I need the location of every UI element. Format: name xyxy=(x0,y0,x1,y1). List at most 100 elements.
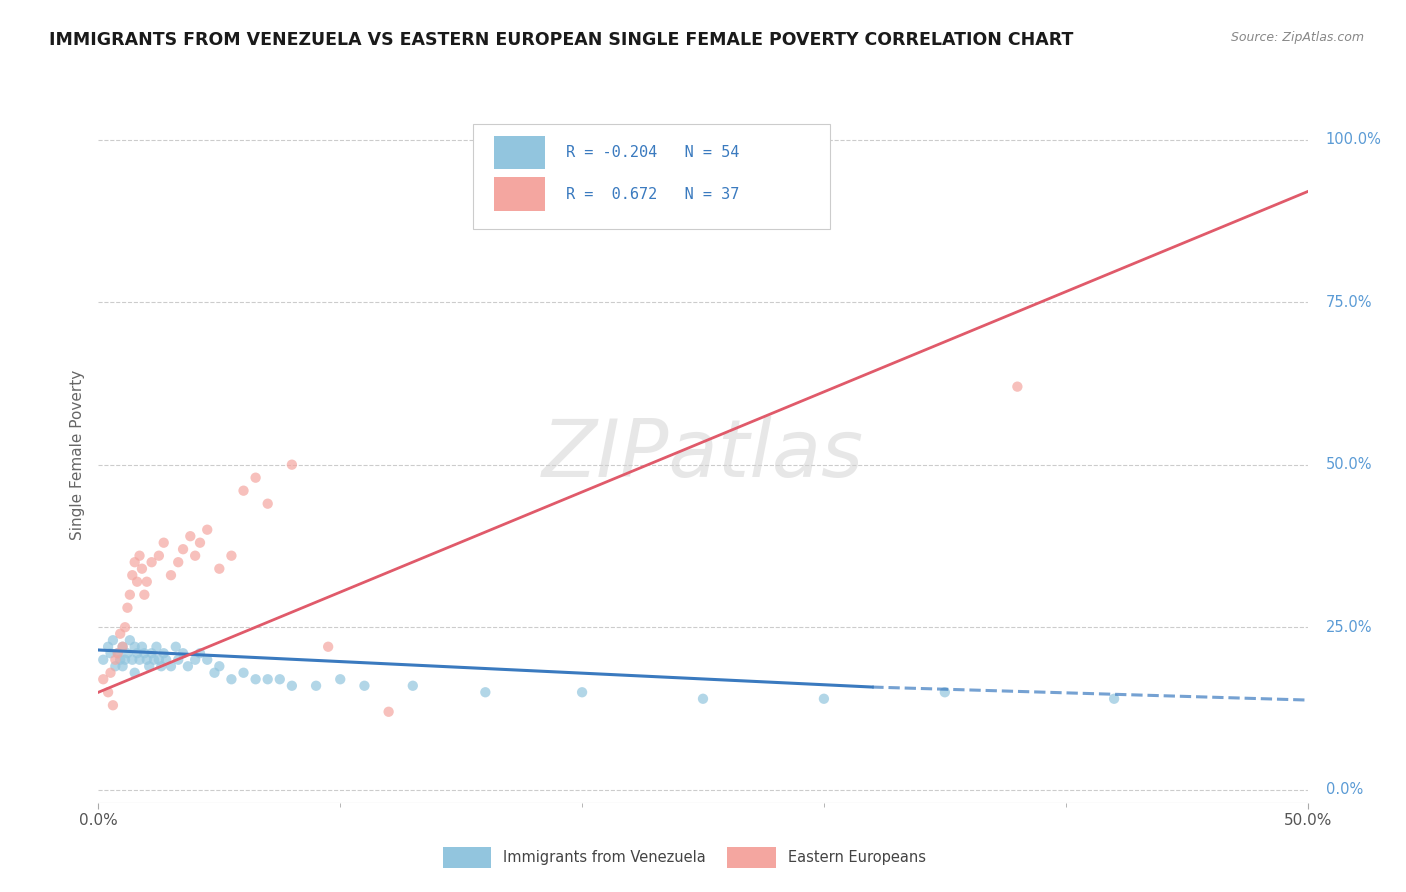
Point xyxy=(232,665,254,680)
Point xyxy=(172,542,194,557)
Text: 75.0%: 75.0% xyxy=(1326,294,1372,310)
Point xyxy=(148,653,170,667)
Point xyxy=(281,679,304,693)
Point xyxy=(571,685,593,699)
Point xyxy=(208,659,231,673)
Point xyxy=(177,659,200,673)
Point xyxy=(179,529,201,543)
Text: R =  0.672   N = 37: R = 0.672 N = 37 xyxy=(567,186,740,202)
Point xyxy=(114,653,136,667)
Point xyxy=(107,646,129,660)
Point xyxy=(195,523,218,537)
Point xyxy=(131,640,153,654)
Text: 0.0%: 0.0% xyxy=(1326,782,1362,797)
Point xyxy=(152,646,174,660)
Text: 50.0%: 50.0% xyxy=(1326,458,1372,472)
Point xyxy=(204,665,226,680)
Point xyxy=(160,568,183,582)
Point xyxy=(97,685,120,699)
Point xyxy=(114,620,136,634)
Point xyxy=(329,672,352,686)
Point xyxy=(101,633,124,648)
Point xyxy=(111,659,134,673)
Point xyxy=(101,698,124,713)
Point xyxy=(141,555,163,569)
Point xyxy=(221,549,243,563)
Point xyxy=(117,646,139,660)
FancyBboxPatch shape xyxy=(494,178,544,211)
Point xyxy=(121,568,143,582)
Point xyxy=(148,549,170,563)
Point xyxy=(402,679,425,693)
FancyBboxPatch shape xyxy=(727,847,776,868)
Point xyxy=(160,659,183,673)
Point xyxy=(256,672,278,686)
Point xyxy=(813,691,835,706)
Point xyxy=(97,640,120,654)
FancyBboxPatch shape xyxy=(494,136,544,169)
Point xyxy=(135,653,157,667)
Text: Immigrants from Venezuela: Immigrants from Venezuela xyxy=(503,849,706,864)
Point xyxy=(316,640,339,654)
Point xyxy=(118,588,141,602)
Point xyxy=(131,562,153,576)
Point xyxy=(118,633,141,648)
Point xyxy=(143,653,166,667)
Point xyxy=(269,672,291,686)
Point xyxy=(245,471,267,485)
Text: Eastern Europeans: Eastern Europeans xyxy=(787,849,925,864)
Point xyxy=(111,640,134,654)
Point xyxy=(134,588,156,602)
Text: R = -0.204   N = 54: R = -0.204 N = 54 xyxy=(567,145,740,160)
Point xyxy=(245,672,267,686)
Point xyxy=(172,646,194,660)
Point xyxy=(127,646,149,660)
Point xyxy=(167,653,190,667)
Point xyxy=(377,705,399,719)
Point xyxy=(256,497,278,511)
Text: 25.0%: 25.0% xyxy=(1326,620,1372,635)
Point xyxy=(150,659,173,673)
Point xyxy=(934,685,956,699)
Text: Source: ZipAtlas.com: Source: ZipAtlas.com xyxy=(1230,31,1364,45)
Point xyxy=(124,555,146,569)
Point xyxy=(134,646,156,660)
Point xyxy=(108,626,131,640)
Point xyxy=(128,653,150,667)
Point xyxy=(141,646,163,660)
Point xyxy=(195,653,218,667)
Point xyxy=(138,659,160,673)
Point xyxy=(165,640,187,654)
Point xyxy=(91,653,114,667)
Point xyxy=(124,665,146,680)
FancyBboxPatch shape xyxy=(474,124,830,229)
Point xyxy=(91,672,114,686)
Point xyxy=(124,640,146,654)
Point xyxy=(353,679,375,693)
Text: ZIPatlas: ZIPatlas xyxy=(541,416,865,494)
Point xyxy=(108,653,131,667)
FancyBboxPatch shape xyxy=(443,847,492,868)
Text: IMMIGRANTS FROM VENEZUELA VS EASTERN EUROPEAN SINGLE FEMALE POVERTY CORRELATION : IMMIGRANTS FROM VENEZUELA VS EASTERN EUR… xyxy=(49,31,1074,49)
Text: 100.0%: 100.0% xyxy=(1326,132,1382,147)
Point xyxy=(128,549,150,563)
Point xyxy=(145,640,167,654)
Point xyxy=(100,646,122,660)
Point xyxy=(111,640,134,654)
Point xyxy=(117,600,139,615)
Point xyxy=(107,646,129,660)
Point xyxy=(221,672,243,686)
Point xyxy=(305,679,328,693)
Point xyxy=(1007,379,1029,393)
Point xyxy=(692,691,714,706)
Point xyxy=(127,574,149,589)
Point xyxy=(184,653,207,667)
Point xyxy=(104,653,127,667)
Point xyxy=(474,685,496,699)
Point xyxy=(281,458,304,472)
Point xyxy=(167,555,190,569)
Point xyxy=(121,653,143,667)
Point xyxy=(135,574,157,589)
Point xyxy=(152,535,174,549)
Point xyxy=(155,653,177,667)
